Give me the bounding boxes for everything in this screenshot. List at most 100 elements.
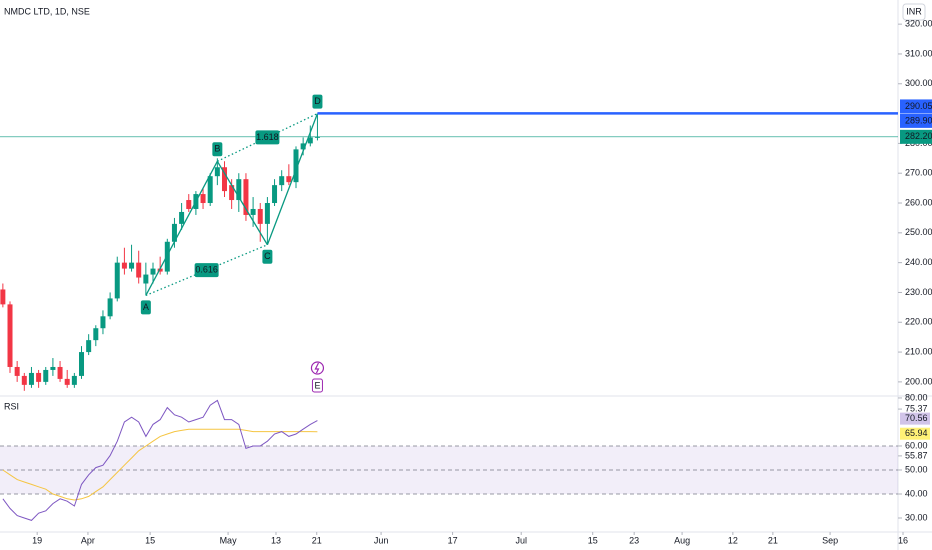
x-tick-label: 21 [768,535,778,545]
candle-body [114,262,120,299]
candle-body [79,352,85,376]
candle-body [250,208,256,215]
candle-body [21,375,27,385]
candle-body [143,274,149,284]
last-value-label: 65.94 [905,428,928,438]
y-tick-label: 240.00 [905,257,932,267]
y-tick-label: 310.00 [905,48,932,58]
candle-body [136,262,142,278]
candle-body [243,179,249,215]
y-tick-label: 30.00 [905,512,928,522]
y-tick-label: 270.00 [905,168,932,178]
y-tick-label: 60.00 [905,440,928,450]
candle-body [150,268,156,275]
candle-body [279,176,285,186]
candle-body [157,268,163,272]
point-label: B [214,144,220,154]
candle-body [229,185,235,201]
last-value-label: 70.56 [905,413,928,423]
y-tick-label: 260.00 [905,197,932,207]
x-tick-label: 23 [629,535,639,545]
y-tick-label: 40.00 [905,488,928,498]
y-tick-label: 200.00 [905,376,932,386]
candle-body [43,369,49,382]
last-price-label: 282.20 [905,131,932,141]
candle-body [293,149,299,183]
candle-body [71,375,77,385]
candle-body [200,194,206,204]
x-tick-label: 17 [448,535,458,545]
x-tick-label: Sep [822,535,838,545]
candle-body [164,241,170,272]
candle-body [50,366,56,370]
x-tick-label: Apr [81,535,95,545]
y-tick-label: 220.00 [905,317,932,327]
x-tick-label: 15 [588,535,598,545]
point-label: D [314,96,321,106]
pattern-leg [266,113,319,245]
candle-body [207,176,213,204]
y-tick-label: 250.00 [905,227,932,237]
x-tick-label: Jun [374,535,389,545]
pattern-ratio-line [217,112,318,162]
candle-body [7,304,13,367]
candle-body [121,262,127,269]
candle-body [100,316,106,329]
y-tick-label: 230.00 [905,287,932,297]
candle-body [64,378,70,385]
candle-body [286,176,292,183]
x-tick-label: Aug [674,535,690,545]
candle-body [0,289,6,305]
x-tick-label: 21 [312,535,322,545]
earnings-label: E [314,380,320,390]
candle-body [314,136,320,138]
currency-box[interactable] [902,3,926,21]
y-tick-label: 300.00 [905,78,932,88]
candle-body [36,372,42,382]
currency[interactable]: INR [906,6,922,16]
candle-body [222,167,227,192]
y-tick-label: 320.00 [905,19,932,29]
candle-body [300,143,306,150]
point-box [262,249,273,264]
point-box [312,94,323,109]
y-tick-label: 50.00 [905,464,928,474]
event-bolt [314,362,320,374]
y-tick-label: 75.37 [905,403,928,413]
ratio-label: 0.616 [195,264,218,274]
last-value-box [900,412,930,425]
candle-body [186,200,192,209]
earnings-box [311,378,323,393]
level-label-box [900,113,932,128]
candle-body [264,203,270,224]
x-tick-label: May [220,535,238,545]
point-box [140,300,151,315]
candle-body [14,366,20,376]
point-box [212,142,223,157]
chart-title: NMDC LTD, 1D, NSE [4,6,90,16]
event-icon [310,361,325,375]
ratio-box [194,263,219,278]
x-tick-label: 15 [145,535,155,545]
point-label: C [264,251,271,261]
y-tick-label: 55.87 [905,450,928,460]
candle-body [236,179,242,201]
level-label: 289.90 [905,115,932,125]
x-tick-label: 12 [728,535,738,545]
x-tick-label: Jul [515,535,527,545]
ratio-label: 1.618 [256,132,279,142]
candle-body [171,223,177,242]
x-tick-label: 19 [32,535,42,545]
candle-body [272,185,278,204]
ratio-box [255,130,280,145]
candle-body [214,167,220,177]
level-label-box [900,99,932,114]
candle-body [57,366,63,379]
pattern-leg [145,160,218,296]
candle-body [107,298,113,317]
y-tick-label: 210.00 [905,346,932,356]
candle-body [28,372,34,385]
level-label: 290.05 [905,101,932,111]
